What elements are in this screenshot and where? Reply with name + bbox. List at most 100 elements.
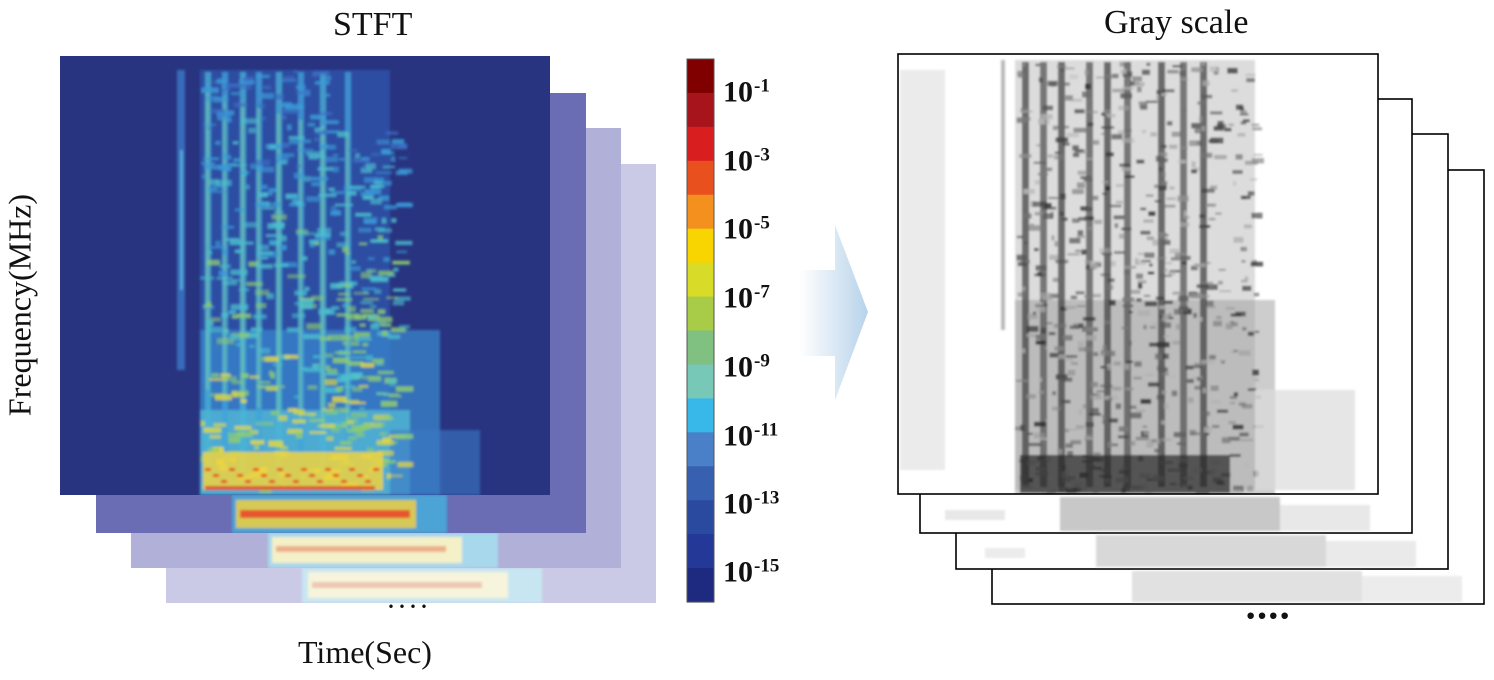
texture-speckle [349,266,361,271]
texture-speckle [255,74,270,78]
texture-speckle [1121,138,1134,143]
texture-speckle [1087,227,1094,230]
texture-speckle [234,425,252,430]
texture-speckle [1165,261,1173,265]
texture-speckle [1162,239,1171,245]
texture-speckle [1158,167,1162,172]
texture-speckle [323,373,341,376]
texture-column [1180,62,1187,487]
texture-speckle [1181,108,1187,113]
texture-speckle [1045,419,1049,422]
texture-speckle [354,332,371,338]
texture-speckle [1202,387,1207,394]
texture-speckle [377,235,383,241]
texture-speckle [230,269,248,275]
texture-speckle [1205,300,1214,307]
texture-speckle [331,427,341,433]
texture-speckle [1066,132,1079,138]
texture-speckle [1055,374,1068,380]
texture-speckle [1246,78,1255,83]
texture-speckle [205,320,214,327]
gray-spectrogram-frame [897,53,1379,495]
texture-speckle [1108,397,1112,402]
texture-hot-line [341,480,347,483]
texture-speckle [296,229,308,234]
texture-speckle [326,436,334,441]
texture-speckle [1140,399,1152,404]
texture-speckle [336,242,349,248]
texture-speckle [1156,394,1165,400]
texture-speckle [343,400,360,403]
texture-speckle [220,373,231,377]
texture-speckle [1166,121,1173,126]
texture-speckle [257,244,269,251]
texture-speckle [1052,406,1061,411]
texture-speckle [1145,100,1158,103]
texture-speckle [1052,125,1058,131]
texture-speckle [1183,210,1188,217]
texture-speckle [202,174,207,179]
colorbar-tick-label: 10-5 [723,212,770,246]
texture-speckle [345,313,360,318]
texture-speckle [305,151,323,156]
texture-speckle [1125,387,1134,391]
texture-speckle [373,181,382,184]
texture-speckle [1240,438,1254,442]
texture-speckle [228,437,241,443]
texture-speckle [1084,207,1092,212]
texture-speckle [326,411,338,415]
texture-speckle [392,300,405,306]
texture-speckle [232,141,239,145]
texture-speckle [283,75,295,82]
texture-speckle [1190,265,1198,271]
texture-speckle [1244,224,1252,229]
texture-speckle [377,362,382,366]
texture-speckle [1066,357,1074,361]
texture-speckle [236,431,253,437]
texture-speckle [239,171,250,174]
texture-speckle [210,317,221,322]
texture-speckle [1183,302,1188,305]
texture-hot-line [229,468,235,471]
texture-speckle [291,196,300,202]
texture-speckle [244,76,254,82]
texture-speckle [314,130,327,135]
texture-speckle [1160,420,1168,425]
texture-speckle [331,306,340,310]
texture-speckle [1071,361,1078,365]
colorbar-band [687,228,714,264]
texture-speckle [379,432,387,436]
texture-speckle [255,289,270,295]
texture-speckle [1195,127,1204,134]
texture-speckle [1122,363,1130,370]
texture-speckle [245,332,258,338]
texture-speckle [1251,212,1263,219]
texture-speckle [342,303,348,308]
texture-speckle [223,328,229,334]
texture-speckle [1161,390,1166,395]
texture-speckle [1210,400,1222,404]
texture-speckle [1141,69,1151,75]
texture-speckle [1070,295,1078,300]
texture-speckle [1160,322,1172,328]
texture-speckle [1188,397,1194,404]
texture-speckle [383,257,391,262]
texture-speckle [342,335,359,341]
texture-speckle [1105,186,1111,191]
texture-speckle [200,421,205,427]
texture-speckle [1121,326,1130,330]
texture-speckle [1090,407,1099,413]
texture-speckle [1156,257,1167,260]
texture-speckle [287,429,303,434]
texture-speckle [1045,202,1052,209]
texture-speckle [354,314,366,320]
texture-speckle [361,287,377,290]
texture-speckle [1201,411,1210,416]
texture-speckle [1169,269,1180,273]
texture-speckle [1021,63,1026,67]
texture-speckle [1136,86,1142,93]
texture-speckle [312,71,330,76]
texture-speckle [1048,332,1056,336]
texture-speckle [1152,322,1158,326]
texture-speckle [1017,261,1027,267]
